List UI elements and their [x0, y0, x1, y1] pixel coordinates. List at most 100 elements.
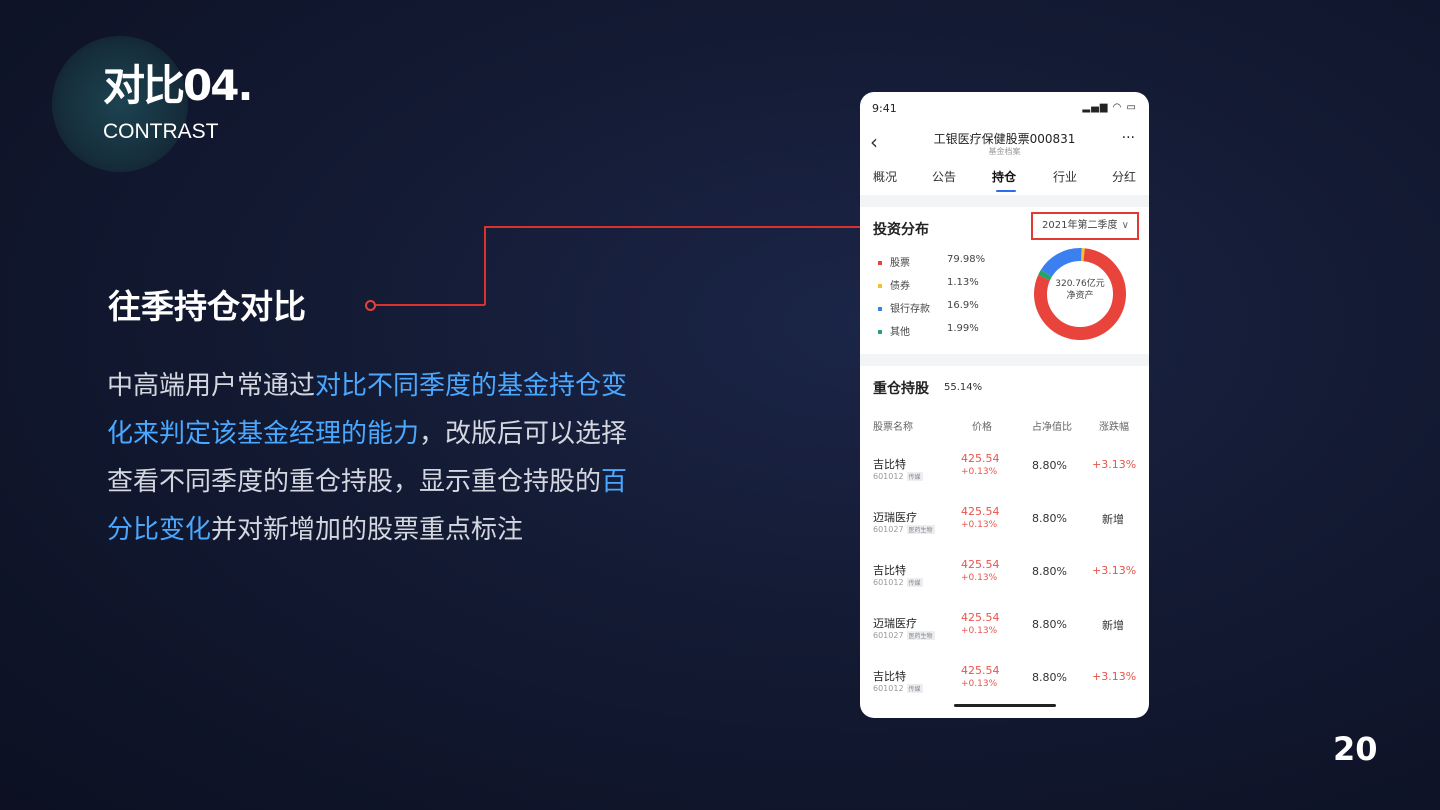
stock-code-line: 601012 传媒: [873, 472, 923, 481]
stock-code-line: 601012 传媒: [873, 684, 923, 693]
active-tab-indicator: [996, 190, 1016, 192]
stock-net-ratio: 8.80%: [1032, 671, 1067, 684]
page-number: 20: [1333, 730, 1378, 768]
paragraph-text: 并对新增加的股票重点标注: [211, 515, 524, 545]
stock-name: 吉比特: [873, 564, 906, 577]
chevron-down-icon: ∨: [1121, 220, 1129, 231]
tab-industry[interactable]: 行业: [1053, 170, 1078, 184]
stock-price: 425.54: [961, 664, 1000, 677]
connector-line-h1: [376, 304, 485, 306]
tab-overview[interactable]: 概况: [873, 170, 898, 184]
stock-name: 吉比特: [873, 670, 906, 683]
fund-title: 工银医疗保健股票000831: [933, 132, 1076, 146]
donut-slice: [1034, 248, 1126, 340]
paragraph-highlight: 百分比变化: [107, 467, 628, 545]
legend-label: 股票: [890, 258, 910, 269]
legend-value: 1.99%: [947, 323, 979, 334]
holdings-percent: 55.14%: [944, 382, 983, 393]
table-row[interactable]: 吉比特 601012 传媒 425.54 +0.13% 8.80% +3.13%: [860, 558, 1149, 615]
legend-swatch: [878, 261, 882, 265]
status-time: 9:41: [872, 102, 897, 115]
stock-industry-tag: 传媒: [906, 684, 923, 693]
stock-change: +3.13%: [1092, 458, 1137, 471]
stock-price: 425.54: [961, 558, 1000, 571]
chevron-left-icon[interactable]: ‹: [870, 130, 878, 154]
tab-announcements[interactable]: 公告: [932, 170, 957, 184]
stock-net-ratio: 8.80%: [1032, 459, 1067, 472]
legend-swatch: [878, 307, 882, 311]
stock-price-change: +0.13%: [961, 467, 998, 477]
header-stock-name: 股票名称: [873, 422, 913, 433]
slide-title: 对比04.: [103, 61, 253, 110]
connector-line-v: [484, 226, 486, 305]
stock-industry-tag: 医药生物: [906, 525, 935, 534]
legend-label: 债券: [890, 281, 910, 292]
legend-value: 79.98%: [947, 254, 986, 265]
legend-swatch: [878, 330, 882, 334]
stock-industry-tag: 传媒: [906, 472, 923, 481]
stock-price-change: +0.13%: [961, 520, 998, 530]
stock-net-ratio: 8.80%: [1032, 512, 1067, 525]
quarter-select-value: 2021年第二季度: [1042, 220, 1118, 231]
stock-code-line: 601012 传媒: [873, 578, 923, 587]
phone-screenshot: 9:41 ▂▄▆ ◠ ▭ ‹ 工银医疗保健股票000831 基金档案 ··· 概…: [860, 92, 1149, 718]
stock-code: 601027: [873, 525, 904, 534]
more-icon[interactable]: ···: [1121, 130, 1135, 146]
stock-price: 425.54: [961, 452, 1000, 465]
stock-price: 425.54: [961, 505, 1000, 518]
stock-code: 601027: [873, 631, 904, 640]
stock-price-change: +0.13%: [961, 679, 998, 689]
distribution-title: 投资分布: [873, 222, 929, 238]
stock-price-change: +0.13%: [961, 573, 998, 583]
table-row[interactable]: 吉比特 601012 传媒 425.54 +0.13% 8.80% +3.13%: [860, 452, 1149, 509]
stock-code-line: 601027 医药生物: [873, 631, 935, 640]
table-row[interactable]: 迈瑞医疗 601027 医药生物 425.54 +0.13% 8.80% 新增: [860, 611, 1149, 668]
stock-industry-tag: 医药生物: [906, 631, 935, 640]
stock-net-ratio: 8.80%: [1032, 618, 1067, 631]
legend-swatch: [878, 284, 882, 288]
section-divider: [860, 354, 1149, 366]
table-row[interactable]: 吉比特 601012 传媒 425.54 +0.13% 8.80% +3.13%: [860, 664, 1149, 718]
legend-item: 债券 1.13%: [878, 277, 979, 292]
tab-dividends[interactable]: 分红: [1112, 170, 1137, 184]
header-price: 价格: [972, 422, 992, 433]
stock-code: 601012: [873, 578, 904, 587]
stock-code: 601012: [873, 472, 904, 481]
net-asset-label: 净资产: [1066, 291, 1094, 301]
legend-label: 银行存款: [890, 304, 930, 315]
connector-start-dot: [365, 300, 376, 311]
holdings-title: 重仓持股: [873, 381, 929, 397]
section-title: 往季持仓对比: [108, 287, 306, 326]
header-change: 涨跌幅: [1099, 422, 1129, 433]
new-holding-badge: 新增: [1102, 619, 1124, 632]
stock-code: 601012: [873, 684, 904, 693]
legend-label: 其他: [890, 327, 910, 338]
decorative-glow-circle: [52, 36, 188, 172]
slide-subtitle: CONTRAST: [103, 120, 219, 143]
description-paragraph: 中高端用户常通过对比不同季度的基金持仓变化来判定该基金经理的能力，改版后可以选择…: [107, 362, 647, 554]
tab-holdings[interactable]: 持仓: [992, 170, 1017, 184]
stock-name: 吉比特: [873, 458, 906, 471]
section-divider: [860, 195, 1149, 207]
header-ratio: 占净值比: [1032, 422, 1072, 433]
stock-price-change: +0.13%: [961, 626, 998, 636]
paragraph-highlight: 对比不同季度的基金持仓变化来判定该基金经理的能力: [107, 371, 628, 449]
legend-item: 银行存款 16.9%: [878, 300, 979, 315]
paragraph-text: 中高端用户常通过: [107, 371, 316, 401]
donut-slice: [1034, 248, 1126, 340]
table-row[interactable]: 迈瑞医疗 601027 医药生物 425.54 +0.13% 8.80% 新增: [860, 505, 1149, 562]
legend-value: 1.13%: [947, 277, 979, 288]
stock-code-line: 601027 医药生物: [873, 525, 935, 534]
quarter-select[interactable]: 2021年第二季度 ∨: [1031, 212, 1139, 240]
stock-change: +3.13%: [1092, 564, 1137, 577]
stock-name: 迈瑞医疗: [873, 511, 917, 524]
distribution-donut-chart: [1034, 248, 1126, 340]
status-icons: ▂▄▆ ◠ ▭: [1082, 102, 1137, 113]
fund-subtitle: 基金档案: [988, 147, 1021, 156]
stock-industry-tag: 传媒: [906, 578, 923, 587]
legend-item: 其他 1.99%: [878, 323, 979, 338]
stock-name: 迈瑞医疗: [873, 617, 917, 630]
net-asset-value: 320.76亿元: [1055, 279, 1105, 289]
tab-bar: 概况 公告 持仓 行业 分红: [860, 166, 1149, 194]
home-indicator: [954, 704, 1056, 707]
